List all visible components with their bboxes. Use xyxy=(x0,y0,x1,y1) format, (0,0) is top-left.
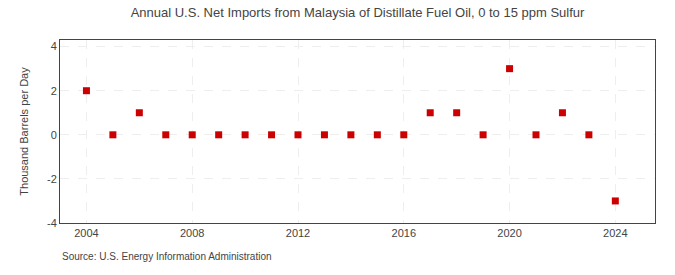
svg-text:2020: 2020 xyxy=(497,227,521,239)
svg-text:2012: 2012 xyxy=(286,227,310,239)
svg-text:Thousand Barrels per Day: Thousand Barrels per Day xyxy=(18,67,30,196)
svg-text:Source: U.S. Energy Informatio: Source: U.S. Energy Information Administ… xyxy=(62,251,272,262)
svg-text:-2: -2 xyxy=(47,173,57,185)
svg-text:2008: 2008 xyxy=(180,227,204,239)
svg-text:2016: 2016 xyxy=(392,227,416,239)
svg-text:-4: -4 xyxy=(47,217,57,229)
svg-text:4: 4 xyxy=(51,40,57,52)
svg-text:2004: 2004 xyxy=(74,227,98,239)
svg-text:2: 2 xyxy=(51,85,57,97)
svg-text:2024: 2024 xyxy=(603,227,627,239)
svg-text:Annual U.S. Net Imports from M: Annual U.S. Net Imports from Malaysia of… xyxy=(131,5,585,20)
svg-text:0: 0 xyxy=(51,129,57,141)
